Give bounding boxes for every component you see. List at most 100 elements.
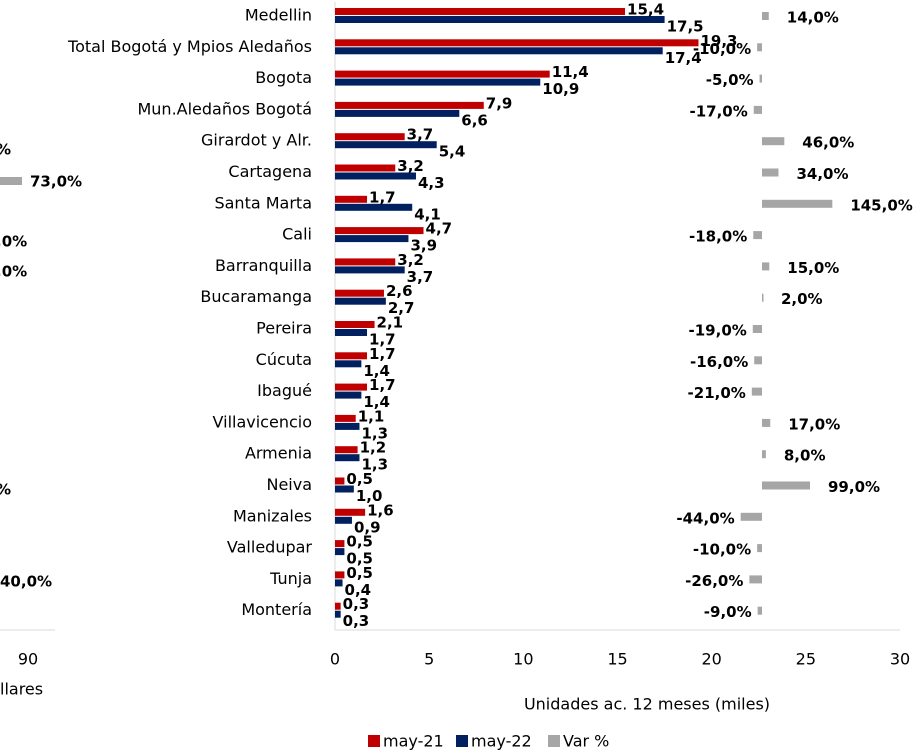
bar xyxy=(762,137,785,146)
fragment-label: ,0% xyxy=(0,233,27,251)
legend-label: may-21 xyxy=(383,732,444,751)
data-label: 3,9 xyxy=(410,237,437,255)
bar xyxy=(762,418,771,427)
fragment-label: % xyxy=(0,481,11,499)
category-label: Ibagué xyxy=(257,381,312,400)
data-label: -9,0% xyxy=(704,603,752,621)
bar xyxy=(335,485,354,493)
bar xyxy=(335,548,345,556)
bar xyxy=(762,262,770,271)
bar xyxy=(335,39,699,47)
bar xyxy=(335,540,345,548)
data-label: 3,2 xyxy=(397,251,424,269)
category-label: Tunja xyxy=(269,569,312,588)
data-label: 0,5 xyxy=(346,533,373,551)
data-label: 3,7 xyxy=(407,268,434,286)
data-label: 1,7 xyxy=(369,345,396,363)
data-label: 5,4 xyxy=(439,143,466,161)
bar xyxy=(335,329,368,336)
bar xyxy=(335,446,358,454)
data-label: 15,4 xyxy=(627,1,664,19)
bar xyxy=(757,43,762,52)
bar xyxy=(335,422,360,430)
data-label: 0,5 xyxy=(346,564,373,582)
bar xyxy=(335,610,341,618)
x-tick-label: 15 xyxy=(607,650,627,669)
data-label: 1,3 xyxy=(361,456,388,474)
category-label: Montería xyxy=(241,600,312,619)
data-label: 4,7 xyxy=(426,220,453,238)
bar xyxy=(335,516,352,524)
data-label: 0,5 xyxy=(346,550,373,568)
data-label: 0,5 xyxy=(346,470,373,488)
x-tick-label: 0 xyxy=(330,650,340,669)
category-label: Mun.Aledaños Bogotá xyxy=(137,99,312,118)
bar xyxy=(335,477,345,485)
legend-swatch xyxy=(456,735,468,747)
bar xyxy=(762,12,769,20)
fragment-bar xyxy=(0,177,22,185)
data-label: 1,6 xyxy=(367,501,394,519)
bar xyxy=(753,231,762,240)
x-tick-label: 10 xyxy=(513,650,533,669)
data-label: -44,0% xyxy=(676,509,734,527)
legend-label: may-22 xyxy=(471,732,532,751)
data-label: -10,0% xyxy=(693,40,751,58)
bar xyxy=(335,227,424,235)
bar xyxy=(757,544,762,553)
bar xyxy=(335,258,396,266)
data-label: -21,0% xyxy=(688,384,746,402)
category-label: Bogota xyxy=(255,68,312,87)
bar xyxy=(335,508,366,516)
data-label: 19,3 xyxy=(700,32,737,50)
data-label: 7,9 xyxy=(486,94,513,112)
legend-swatch xyxy=(548,735,560,747)
data-label: 1,4 xyxy=(363,393,390,411)
data-label: 1,3 xyxy=(361,424,388,442)
bar xyxy=(335,571,345,579)
bar xyxy=(335,101,484,109)
bar xyxy=(753,105,762,114)
bar xyxy=(749,575,762,584)
data-label: 11,4 xyxy=(552,63,589,81)
data-label: 2,0% xyxy=(781,290,823,308)
fragment-label: % xyxy=(0,141,11,159)
data-label: 1,7 xyxy=(369,376,396,394)
bar xyxy=(335,297,386,305)
category-label: Pereira xyxy=(256,319,312,338)
category-label: Cartagena xyxy=(228,162,312,181)
bar xyxy=(759,74,762,83)
data-label: -18,0% xyxy=(689,228,747,246)
x-axis-title: llares xyxy=(0,680,43,699)
x-tick-label: 5 xyxy=(424,650,434,669)
x-tick-label: 90 xyxy=(18,650,38,669)
bar xyxy=(335,203,413,211)
bar xyxy=(762,481,811,490)
data-label: 14,0% xyxy=(787,9,839,27)
bar xyxy=(740,512,762,521)
bar xyxy=(335,266,405,274)
category-label: Armenia xyxy=(245,444,312,463)
data-label: 1,1 xyxy=(358,407,385,425)
data-label: 34,0% xyxy=(796,165,848,183)
bar xyxy=(335,47,663,55)
x-tick-label: 25 xyxy=(796,650,816,669)
bar xyxy=(762,450,766,459)
category-label: Bucaramanga xyxy=(200,287,312,306)
data-label: 2,7 xyxy=(388,299,415,317)
data-label: 1,7 xyxy=(369,331,396,349)
bar xyxy=(762,293,764,302)
data-label: 2,6 xyxy=(386,282,413,300)
bar xyxy=(335,109,460,117)
category-label: Santa Marta xyxy=(214,193,312,212)
bar xyxy=(335,352,368,360)
category-label: Girardot y Alr. xyxy=(201,131,312,150)
category-label: Cali xyxy=(282,225,312,244)
data-label: 4,3 xyxy=(418,174,445,192)
bar xyxy=(335,383,368,391)
bar xyxy=(762,199,833,208)
data-label: 0,4 xyxy=(345,581,372,599)
bar xyxy=(335,235,409,243)
data-label: 10,9 xyxy=(542,80,579,98)
bar xyxy=(335,172,416,180)
